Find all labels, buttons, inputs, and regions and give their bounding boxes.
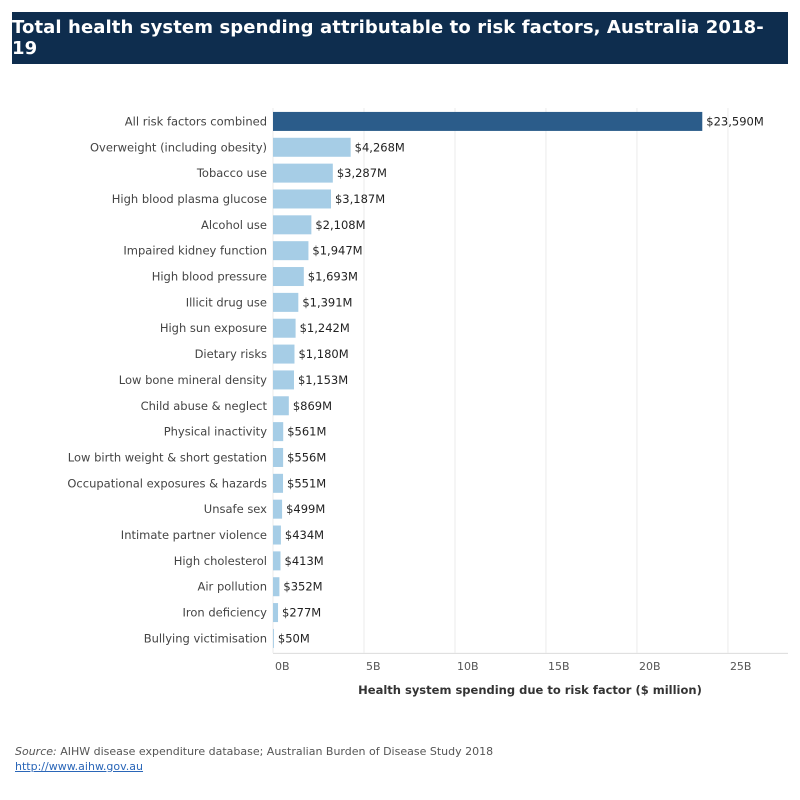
category-label: High blood plasma glucose	[112, 192, 267, 206]
x-tick-label: 10B	[457, 660, 479, 673]
bar	[273, 551, 281, 571]
bar	[273, 241, 309, 261]
bar	[273, 163, 333, 183]
source-label: Source:	[15, 745, 57, 758]
category-label: High sun exposure	[160, 321, 267, 335]
x-tick-label: 20B	[639, 660, 661, 673]
category-label: Occupational exposures & hazards	[67, 476, 267, 490]
bar	[273, 370, 294, 390]
value-label: $1,947M	[312, 244, 362, 258]
category-label: Low bone mineral density	[119, 373, 267, 387]
bar	[273, 111, 703, 131]
value-label: $2,108M	[315, 218, 365, 232]
category-label: Impaired kidney function	[123, 244, 267, 258]
bar	[273, 447, 284, 467]
source-text: AIHW disease expenditure database; Austr…	[56, 745, 494, 758]
category-label: Overweight (including obesity)	[90, 140, 267, 154]
footer: Source: AIHW disease expenditure databas…	[15, 744, 493, 774]
category-label: High cholesterol	[174, 554, 267, 568]
value-label: $50M	[278, 631, 310, 645]
category-label: Unsafe sex	[204, 502, 267, 516]
value-label: $4,268M	[355, 140, 405, 154]
x-tick-label: 25B	[730, 660, 752, 673]
bar	[273, 422, 284, 442]
value-label: $551M	[287, 476, 326, 490]
bar	[273, 344, 295, 364]
value-label: $277M	[282, 606, 321, 620]
x-tick-label: 5B	[366, 660, 381, 673]
bar	[273, 292, 299, 312]
title-bar: Total health system spending attributabl…	[12, 12, 788, 64]
bar	[273, 267, 304, 287]
bar	[273, 189, 331, 209]
source-link[interactable]: http://www.aihw.gov.au	[15, 760, 144, 773]
category-label: High blood pressure	[152, 270, 267, 284]
value-label: $434M	[285, 528, 324, 542]
source-line: Source: AIHW disease expenditure databas…	[15, 744, 493, 759]
category-label: Child abuse & neglect	[141, 399, 268, 413]
value-label: $23,590M	[706, 114, 763, 128]
bar	[273, 396, 289, 416]
value-label: $3,187M	[335, 192, 385, 206]
value-label: $1,153M	[298, 373, 348, 387]
bar-chart: All risk factors combined $23,590M Overwei…	[67, 108, 788, 697]
x-tick-label: 0B	[275, 660, 290, 673]
value-label: $561M	[287, 425, 326, 439]
x-axis-title: Health system spending due to risk facto…	[358, 683, 702, 697]
value-label: $556M	[287, 450, 326, 464]
bar	[273, 137, 351, 157]
bar	[273, 577, 280, 597]
category-label: Intimate partner violence	[121, 528, 267, 542]
value-label: $1,180M	[298, 347, 348, 361]
category-label: Bullying victimisation	[144, 631, 267, 645]
bar	[273, 473, 284, 493]
category-label: Low birth weight & short gestation	[68, 450, 267, 464]
bar	[273, 628, 274, 648]
value-label: $1,242M	[300, 321, 350, 335]
bar	[273, 525, 281, 545]
bar	[273, 603, 279, 623]
category-label: Alcohol use	[201, 218, 267, 232]
category-label: All risk factors combined	[125, 114, 267, 128]
category-label: Iron deficiency	[183, 606, 268, 620]
category-label: Tobacco use	[196, 166, 267, 180]
value-label: $3,287M	[337, 166, 387, 180]
category-label: Physical inactivity	[164, 425, 268, 439]
value-label: $499M	[286, 502, 325, 516]
value-label: $869M	[293, 399, 332, 413]
bar	[273, 499, 283, 519]
x-tick-label: 15B	[548, 660, 570, 673]
value-label: $1,391M	[302, 295, 352, 309]
value-label: $413M	[285, 554, 324, 568]
category-label: Illicit drug use	[186, 295, 267, 309]
value-label: $1,693M	[308, 270, 358, 284]
category-label: Dietary risks	[195, 347, 267, 361]
bar	[273, 318, 296, 338]
bar	[273, 215, 312, 235]
value-label: $352M	[283, 580, 322, 594]
category-label: Air pollution	[198, 580, 268, 594]
chart-title: Total health system spending attributabl…	[12, 17, 764, 59]
